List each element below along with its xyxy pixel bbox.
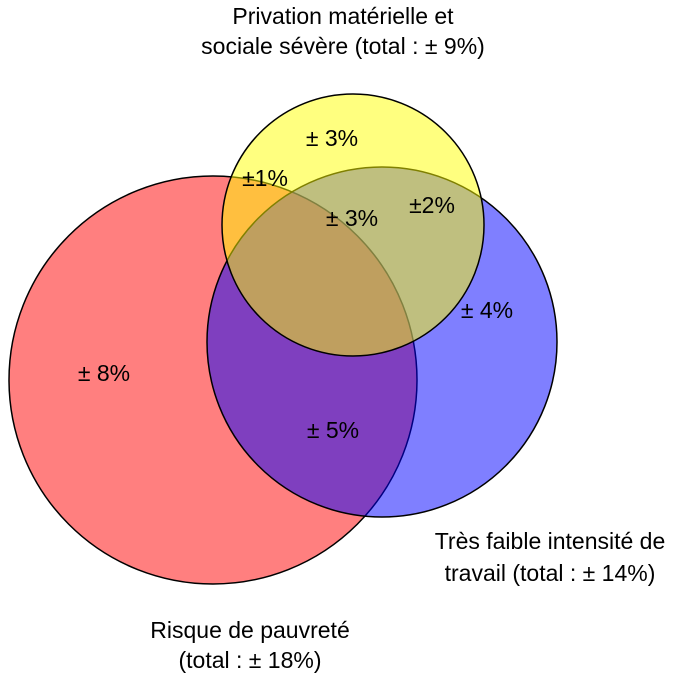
region-label: ± 3%	[326, 205, 378, 231]
set-label: sociale sévère (total : ± 9%)	[201, 33, 485, 59]
set-label: travail (total : ± 14%)	[445, 560, 656, 586]
set-label: (total : ± 18%)	[178, 647, 321, 673]
region-label: ± 5%	[307, 417, 359, 443]
region-label: ±2%	[409, 192, 455, 218]
set-label: Risque de pauvreté	[150, 617, 349, 643]
set-label: Privation matérielle et	[232, 3, 454, 29]
region-label: ± 4%	[461, 297, 513, 323]
region-label: ± 8%	[78, 360, 130, 386]
set-circle-deprivation	[221, 93, 485, 357]
region-label: ±1%	[242, 165, 288, 191]
region-label: ± 3%	[306, 125, 358, 151]
set-label: Très faible intensité de	[435, 528, 666, 554]
